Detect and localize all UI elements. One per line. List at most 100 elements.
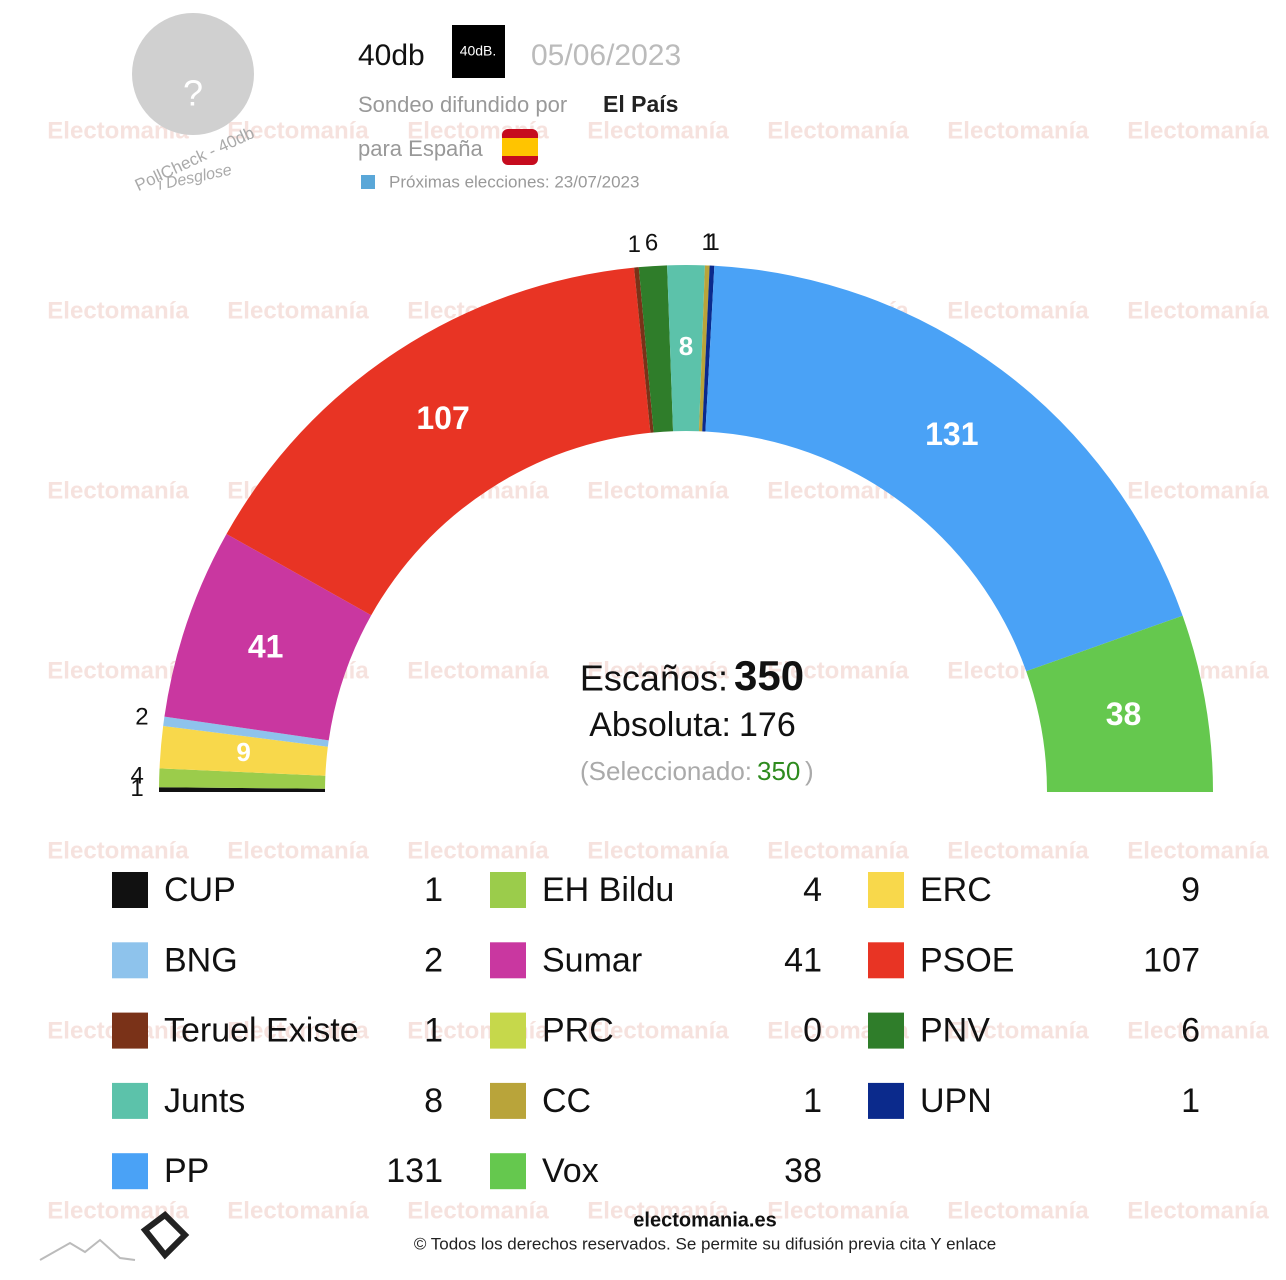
site[interactable]: electomania.es: [633, 1209, 776, 1231]
legend-swatch: [112, 1012, 148, 1049]
publisher: El País: [603, 91, 678, 117]
watermark: Electomanía: [587, 117, 729, 144]
watermark: Electomanía: [1127, 117, 1269, 144]
watermark: Electomanía: [767, 117, 909, 144]
watermark: Electomanía: [767, 1197, 909, 1224]
flag-band: [502, 138, 538, 156]
footer-logo: [140, 1211, 190, 1260]
segment-label: 8: [679, 331, 693, 361]
legend-value: 131: [386, 1152, 443, 1190]
legend-name: CUP: [164, 871, 236, 909]
watermark: Electomanía: [1127, 837, 1269, 864]
segment-label: 1: [706, 229, 719, 256]
legend-name: PP: [164, 1152, 209, 1190]
seat-segment: [667, 265, 705, 432]
footer-line: [39, 1238, 136, 1261]
watermark: Electomanía: [587, 1017, 729, 1044]
segment-label: 41: [248, 629, 284, 665]
watermark: Electomanía: [407, 657, 549, 684]
pollster-logo: [452, 25, 505, 78]
legend-name: Teruel Existe: [164, 1012, 359, 1050]
legend-swatch: [490, 1012, 526, 1049]
legend-value: 6: [1181, 1012, 1200, 1050]
watermark: Electomanía: [227, 117, 369, 144]
legend-value: 9: [1181, 871, 1200, 909]
legend-value: 8: [424, 1082, 443, 1120]
seat-segment: [698, 265, 710, 432]
legend-value: 38: [784, 1152, 822, 1190]
legend-name: PRC: [542, 1012, 614, 1050]
seat-segment: [163, 716, 329, 747]
majority: 176: [739, 706, 796, 744]
watermark: Electomanía: [587, 477, 729, 504]
watermark: Electomanía: [227, 297, 369, 324]
watermark: Electomanía: [947, 1197, 1089, 1224]
watermark: Electomanía: [227, 1017, 369, 1044]
ballot-icon: [361, 175, 375, 189]
poll-date: 05/06/2023: [531, 39, 681, 72]
copyright: © Todos los derechos reservados. Se perm…: [414, 1234, 996, 1253]
watermark: Electomanía: [947, 297, 1089, 324]
watermark: Electomanía: [947, 117, 1089, 144]
legend: CUP 1 BNG 2 Teruel Existe 1 Junts 8 PP 131 EH Bild…: [112, 871, 1200, 1190]
seat-segment: [702, 265, 715, 432]
seat-segment: [634, 267, 654, 433]
region: para España: [358, 136, 484, 161]
published-by-label: Sondeo difundido por: [358, 92, 567, 117]
seat-segment: [159, 787, 326, 792]
legend-swatch: [112, 1153, 148, 1190]
legend-swatch: [112, 1082, 148, 1119]
seat-segment: [705, 265, 1183, 672]
segment-label: 1: [701, 229, 714, 256]
segment-label: 1: [628, 231, 641, 258]
watermark: Electomanía: [1127, 477, 1269, 504]
majority-label: Absoluta:: [589, 706, 731, 744]
watermark: Electomanía: [587, 657, 729, 684]
legend-name: EH Bildu: [542, 871, 674, 909]
seats-total: 350: [734, 652, 804, 699]
segment-label: 4: [131, 763, 144, 790]
legend-name: Junts: [164, 1082, 245, 1120]
legend-name: ERC: [920, 871, 992, 909]
pollster: 40db: [358, 39, 425, 72]
watermark: Electomanía: [767, 657, 909, 684]
legend-name: Vox: [542, 1152, 599, 1190]
legend-value: 1: [424, 1012, 443, 1050]
legend-swatch: [490, 942, 526, 979]
seats-label: Escaños:: [580, 658, 728, 699]
next-election: Próximas elecciones: 23/07/2023: [389, 172, 639, 191]
watermark: Electomanía: [1127, 1197, 1269, 1224]
legend-value: 0: [803, 1012, 822, 1050]
legend-swatch: [490, 1082, 526, 1119]
avatar-mark: ?: [183, 73, 203, 114]
watermark: Electomanía: [407, 1197, 549, 1224]
watermark: Electomanía: [767, 837, 909, 864]
legend-swatch: [868, 872, 904, 908]
legend-swatch: [868, 1012, 904, 1049]
legend-swatch: [112, 872, 148, 908]
legend-value: 1: [803, 1082, 822, 1120]
selected: 350: [757, 756, 800, 786]
legend-value: 2: [424, 941, 443, 979]
watermark: Electomanía: [587, 837, 729, 864]
legend-name: Sumar: [542, 941, 642, 979]
segment-label: 1: [130, 775, 143, 802]
watermark: Electomanía: [47, 657, 189, 684]
seat-segment: [1026, 615, 1213, 792]
watermark: Electomanía: [407, 837, 549, 864]
legend-swatch: [112, 942, 148, 979]
legend-value: 4: [803, 871, 822, 909]
seat-segment: [226, 267, 651, 616]
seat-segment: [638, 265, 674, 433]
watermark: Electomanía: [1127, 297, 1269, 324]
watermark: Electomanía: [587, 1197, 729, 1224]
seat-segment: [164, 533, 372, 741]
avatar: [132, 13, 254, 135]
legend-swatch: [868, 1082, 904, 1119]
segment-label: 6: [645, 229, 658, 256]
legend-name: BNG: [164, 941, 238, 979]
legend-swatch: [868, 942, 904, 979]
